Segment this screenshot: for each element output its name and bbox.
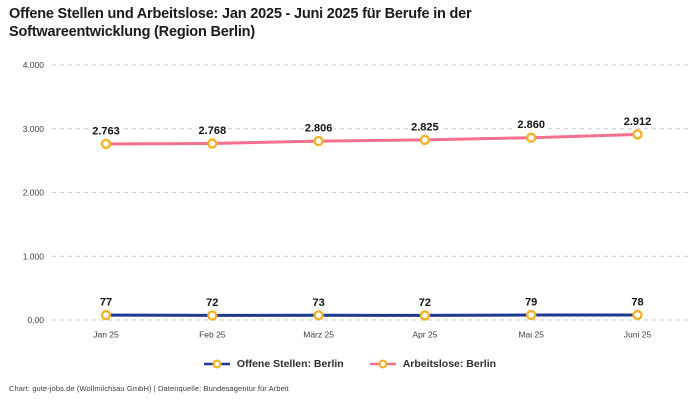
x-axis-tick-label: Juni 25 — [624, 330, 652, 340]
data-point-marker — [100, 309, 112, 321]
legend-line-marker-icon — [203, 359, 230, 369]
data-point-marker — [100, 138, 112, 150]
data-point-marker — [313, 310, 324, 321]
x-axis-tick-label: Mai 25 — [518, 330, 544, 340]
data-point-label: 2.825 — [411, 121, 439, 133]
data-point-label: 78 — [631, 297, 643, 309]
data-point-marker — [526, 132, 537, 143]
legend-label-arbeitslose: Arbeitslose: Berlin — [402, 358, 497, 370]
data-point-marker — [419, 134, 431, 146]
legend-label-offene-stellen: Offene Stellen: Berlin — [236, 358, 344, 370]
y-axis-tick-label: 3.000 — [23, 124, 45, 134]
data-point-marker — [313, 135, 324, 147]
data-point-label: 73 — [312, 297, 324, 309]
data-point-label: 2.912 — [624, 116, 652, 128]
chart-title: Offene Stellen und Arbeitslose: Jan 2025… — [9, 6, 472, 41]
data-point-marker — [632, 309, 643, 321]
x-axis-tick-label: März 25 — [303, 330, 334, 340]
data-point-marker — [526, 309, 537, 321]
data-point-marker — [632, 129, 643, 140]
legend-item-offene-stellen: Offene Stellen: Berlin — [203, 358, 344, 370]
chart-legend: Offene Stellen: Berlin Arbeitslose: Berl… — [0, 358, 700, 370]
line-chart-plot-area: 0,00 1.000 2.000 3.000 4.000 Jan 25 Feb 25 März… — [23, 60, 690, 340]
x-axis-tick-label: Apr 25 — [412, 330, 437, 340]
data-point-marker — [419, 310, 431, 321]
y-axis-tick-label: 1.000 — [23, 251, 45, 261]
data-point-label: 2.763 — [92, 125, 120, 137]
data-point-label: 72 — [206, 297, 218, 309]
legend-line-marker-icon — [369, 359, 396, 369]
data-point-label: 72 — [419, 297, 431, 309]
x-axis-tick-label: Jan 25 — [93, 330, 119, 340]
x-axis-tick-label: Feb 25 — [199, 330, 226, 340]
y-axis-tick-label: 4.000 — [23, 60, 45, 70]
chart-attribution-footer: Chart: gute-jobs.de (Wollmilchsau GmbH) … — [9, 384, 289, 393]
data-point-label: 2.806 — [305, 123, 333, 135]
data-point-label: 2.768 — [199, 125, 227, 137]
data-point-label: 77 — [100, 297, 112, 309]
y-axis-tick-label: 2.000 — [23, 188, 45, 198]
data-point-label: 79 — [525, 296, 537, 308]
data-point-label: 2.860 — [517, 119, 545, 131]
data-point-marker — [207, 138, 218, 149]
series-line — [104, 132, 639, 146]
legend-item-arbeitslose: Arbeitslose: Berlin — [369, 358, 497, 370]
data-point-marker — [207, 310, 218, 321]
y-axis-tick-label: 0,00 — [27, 315, 44, 325]
